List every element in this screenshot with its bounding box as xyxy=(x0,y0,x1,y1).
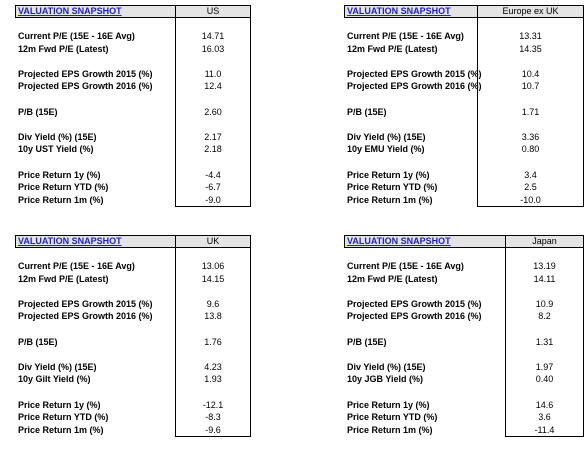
row-label: Price Return 1y (%) xyxy=(347,169,430,180)
row-value: 13.8 xyxy=(204,311,222,322)
row-value: 0.80 xyxy=(521,144,540,155)
row-value: -9.6 xyxy=(205,424,221,435)
row-value: 14.11 xyxy=(533,273,556,284)
row-value: 1.97 xyxy=(535,361,554,372)
row-value: -6.7 xyxy=(205,182,221,193)
row-value: 13.19 xyxy=(533,261,556,271)
row-value: 2.5 xyxy=(524,182,537,193)
valuation-table: VALUATION SNAPSHOT UK Current P/E (15E - 1… xyxy=(15,235,251,440)
row-label: Price Return YTD (%) xyxy=(18,412,109,423)
value-column xyxy=(175,5,251,207)
row-label: Projected EPS Growth 2015 (%) xyxy=(347,68,482,79)
row-label: Price Return YTD (%) xyxy=(347,182,438,193)
row-value: 10.9 xyxy=(535,298,554,309)
row-label: 12m Fwd P/E (Latest) xyxy=(18,43,109,54)
row-label: Price Return 1y (%) xyxy=(347,399,430,410)
row-value: -12.1 xyxy=(202,399,224,410)
row-value: 3.4 xyxy=(524,169,537,180)
row-value: 3.6 xyxy=(538,412,551,423)
row-value: 1.93 xyxy=(204,374,222,385)
row-label: P/B (15E) xyxy=(18,106,58,117)
row-label: Projected EPS Growth 2015 (%) xyxy=(18,298,153,309)
value-column xyxy=(505,235,584,437)
row-label: Projected EPS Growth 2015 (%) xyxy=(347,298,482,309)
row-value: 14.6 xyxy=(535,399,554,410)
valuation-table: VALUATION SNAPSHOT Europe ex UK Current P/… xyxy=(344,5,584,210)
row-value: 1.71 xyxy=(521,106,540,117)
row-label: 10y UST Yield (%) xyxy=(18,144,94,155)
value-column xyxy=(477,5,584,207)
row-value: 13.06 xyxy=(201,261,225,271)
row-value: 12.4 xyxy=(204,81,222,92)
row-label: Projected EPS Growth 2016 (%) xyxy=(18,81,153,92)
row-value: 2.18 xyxy=(204,144,222,155)
row-value: 3.36 xyxy=(521,131,540,142)
row-label: Current P/E (15E - 16E Avg) xyxy=(347,31,464,41)
column-header: US xyxy=(206,6,220,16)
row-label: Price Return 1y (%) xyxy=(18,399,101,410)
row-label: P/B (15E) xyxy=(347,336,387,347)
row-value: -4.4 xyxy=(205,169,221,180)
row-value: 9.6 xyxy=(206,298,220,309)
row-label: Projected EPS Growth 2016 (%) xyxy=(18,311,153,322)
table-title: VALUATION SNAPSHOT xyxy=(18,236,122,246)
value-column xyxy=(175,235,251,437)
row-value: 14.15 xyxy=(201,273,225,284)
row-label: Price Return 1m (%) xyxy=(347,194,433,205)
row-label: Price Return YTD (%) xyxy=(347,412,438,423)
row-label: P/B (15E) xyxy=(18,336,58,347)
row-value: 4.23 xyxy=(204,361,222,372)
row-label: 12m Fwd P/E (Latest) xyxy=(347,43,438,54)
valuation-table: VALUATION SNAPSHOT Japan Current P/E (15E … xyxy=(344,235,584,440)
row-label: Price Return 1y (%) xyxy=(18,169,101,180)
row-value: 2.60 xyxy=(204,106,222,117)
row-value: 1.76 xyxy=(204,336,222,347)
table-title: VALUATION SNAPSHOT xyxy=(347,6,451,16)
row-label: P/B (15E) xyxy=(347,106,387,117)
row-label: Price Return 1m (%) xyxy=(18,194,104,205)
row-value: 14.35 xyxy=(519,43,542,54)
row-label: Current P/E (15E - 16E Avg) xyxy=(18,261,135,271)
row-label: Projected EPS Growth 2016 (%) xyxy=(347,311,482,322)
row-value: 10.7 xyxy=(521,81,540,92)
column-header: Europe ex UK xyxy=(502,6,559,16)
row-label: 10y EMU Yield (%) xyxy=(347,144,425,155)
row-value: 13.31 xyxy=(519,31,542,41)
row-value: 2.17 xyxy=(204,131,222,142)
row-value: -10.0 xyxy=(520,194,541,205)
row-label: 12m Fwd P/E (Latest) xyxy=(18,273,109,284)
row-value: 10.4 xyxy=(521,68,540,79)
column-header: Japan xyxy=(532,236,557,246)
table-title: VALUATION SNAPSHOT xyxy=(18,6,122,16)
row-value: 0.40 xyxy=(535,374,554,385)
row-label: Price Return YTD (%) xyxy=(18,182,109,193)
row-label: Div Yield (%) (15E) xyxy=(18,361,97,372)
row-label: Div Yield (%) (15E) xyxy=(347,131,426,142)
row-label: Div Yield (%) (15E) xyxy=(347,361,426,372)
row-label: Price Return 1m (%) xyxy=(18,424,104,435)
row-value: 8.2 xyxy=(538,311,551,322)
row-value: 1.31 xyxy=(535,336,554,347)
row-label: 12m Fwd P/E (Latest) xyxy=(347,273,438,284)
column-header: UK xyxy=(206,236,220,246)
table-title: VALUATION SNAPSHOT xyxy=(347,236,451,246)
row-value: 16.03 xyxy=(201,43,225,54)
row-label: Div Yield (%) (15E) xyxy=(18,131,97,142)
row-value: -9.0 xyxy=(205,194,221,205)
row-label: 10y Gilt Yield (%) xyxy=(18,374,91,385)
row-label: Projected EPS Growth 2016 (%) xyxy=(347,81,482,92)
row-value: 11.0 xyxy=(204,68,222,79)
row-value: 14.71 xyxy=(201,31,225,41)
row-label: 10y JGB Yield (%) xyxy=(347,374,424,385)
valuation-table: VALUATION SNAPSHOT US Current P/E (15E - 1… xyxy=(15,5,251,210)
row-label: Current P/E (15E - 16E Avg) xyxy=(347,261,464,271)
row-value: -11.4 xyxy=(534,424,555,435)
row-label: Projected EPS Growth 2015 (%) xyxy=(18,68,153,79)
row-label: Current P/E (15E - 16E Avg) xyxy=(18,31,135,41)
row-label: Price Return 1m (%) xyxy=(347,424,433,435)
row-value: -8.3 xyxy=(205,412,221,423)
